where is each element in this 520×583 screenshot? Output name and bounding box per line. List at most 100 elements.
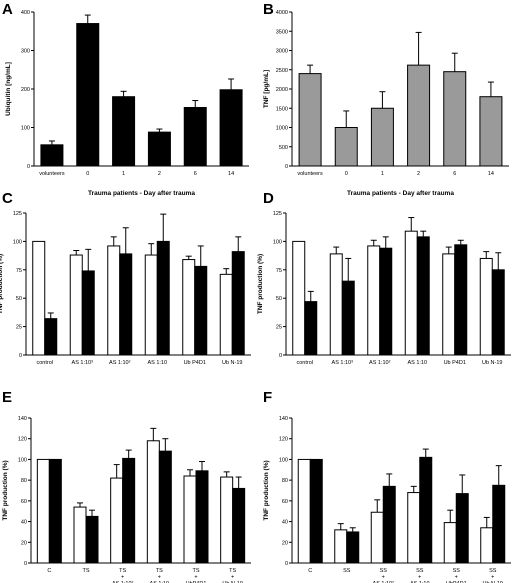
panel-e-ytick-label: 100	[18, 457, 27, 463]
panel-a-xtick-line: 2	[158, 171, 161, 177]
panel-e-bar	[85, 515, 99, 564]
panel-b-xtick-label: 0	[345, 171, 348, 177]
panel-b-xtick-label: volunteers	[297, 171, 323, 177]
panel-b-ytick-label: 1000	[276, 126, 288, 132]
panel-f-xtick-line: +	[418, 575, 421, 581]
panel-e-xtick-label: TS+Ub N-19	[222, 568, 242, 583]
panel-f-xtick-line: AS 1:10²	[373, 581, 395, 583]
panel-e-ytick-label: 60	[21, 499, 27, 505]
panel-f-bar	[382, 485, 396, 564]
panel-a-xtick-label: 0	[86, 171, 89, 177]
panel-c-xtick-label: Ub P4D1	[184, 360, 206, 366]
panel-d-bar	[379, 247, 393, 356]
panel-f-xtick-line: Ub N-19	[483, 581, 503, 583]
panel-c-xtick-label: AS 1:10	[147, 360, 167, 366]
panel-e-xtick-line: +	[158, 575, 161, 581]
panel-a-ytick-label: 300	[21, 49, 30, 55]
panel-a-y-label: Ubiquitin [ng/mL]	[5, 62, 12, 116]
panel-a-label: A	[2, 1, 13, 18]
panel-e-bar	[220, 476, 234, 564]
panel-f-bar	[297, 458, 311, 564]
panel-f-ytick-label: 40	[282, 520, 288, 526]
panel-d-xtick-label: AS 1:10³	[332, 360, 354, 366]
panel-c-ytick-label: 125	[13, 211, 22, 217]
panel-d-xtick-label: AS 1:10	[407, 360, 427, 366]
panel-b-ytick-label: 2500	[276, 68, 288, 74]
panel-c-bar	[182, 259, 196, 356]
panel-e-xtick-line: C	[47, 568, 51, 574]
panel-d-xtick-label: Ub P4D1	[444, 360, 466, 366]
panel-a-xtick-label: volunteers	[39, 171, 65, 177]
panel-d-ytick-label: 50	[276, 296, 282, 302]
panel-e-bar	[158, 450, 172, 564]
panel-a-x-label: Trauma patients - Day after trauma	[88, 190, 195, 197]
panel-e-bar	[73, 506, 87, 564]
panel-a-bar	[183, 106, 207, 167]
panel-b-xtick-line: 2	[417, 171, 420, 177]
panel-a-xtick-label: 6	[194, 171, 197, 177]
panel-d-ytick-label: 125	[273, 211, 282, 217]
panel-e-xtick-line: TS	[156, 568, 163, 574]
panel-c-bar	[156, 240, 170, 356]
panel-d-xtick-label: control	[296, 360, 313, 366]
panel-a-xtick-line: 6	[194, 171, 197, 177]
panel-d-bar	[454, 244, 468, 356]
panel-c-xtick-line: AS 1:10	[147, 360, 167, 366]
panel-c-ytick-label: 75	[16, 268, 22, 274]
panel-c-bar	[194, 265, 208, 356]
panel-c-ytick-label: 100	[13, 239, 22, 245]
panel-e-xtick-line: TS	[82, 568, 89, 574]
panel-f-ytick-label: 0	[285, 561, 288, 567]
panel-b-bar	[370, 107, 394, 167]
panel-c-bar	[32, 240, 46, 356]
panel-b-ytick-label: 0	[285, 164, 288, 170]
panel-e-ytick-label: 40	[21, 520, 27, 526]
panel-a-bar	[147, 131, 171, 167]
panel-f-ytick-label: 20	[282, 540, 288, 546]
panel-d-bar	[341, 280, 355, 356]
panel-d-label: D	[263, 190, 274, 207]
panel-c-ytick-label: 50	[16, 296, 22, 302]
panel-d-bar	[479, 257, 493, 356]
panel-e-bar	[48, 458, 62, 564]
panel-e-xtick-label: TS+AS 1:10²	[112, 568, 134, 583]
panel-e-ytick-label: 120	[18, 437, 27, 443]
panel-b-xtick-label: 1	[381, 171, 384, 177]
panel-e-bar	[146, 440, 160, 564]
panel-d-xtick-line: AS 1:10	[407, 360, 427, 366]
panel-c-xtick-line: Ub N-19	[222, 360, 242, 366]
panel-d-xtick-line: AS 1:10²	[369, 360, 391, 366]
panel-f-xtick-label: SS+Ub N-19	[483, 568, 503, 583]
panel-b-ytick-label: 500	[279, 145, 288, 151]
panel-f-xtick-line: AS 1:10	[410, 581, 430, 583]
panel-f-bar	[492, 484, 506, 564]
panel-e-xtick-label: C	[47, 568, 51, 574]
panel-a-xtick-line: 14	[228, 171, 234, 177]
panel-c-bar	[231, 251, 245, 356]
panel-b-bar	[443, 71, 467, 167]
panel-b-bar	[479, 96, 503, 167]
panel-e-xtick-line: AS 1:10	[150, 581, 170, 583]
panel-b-xtick-label: 6	[453, 171, 456, 177]
panel-f-ytick-label: 100	[279, 457, 288, 463]
panel-f-xtick-line: C	[308, 568, 312, 574]
panel-c-bar	[81, 270, 95, 356]
panel-b-bar	[334, 127, 358, 167]
panel-b-label: B	[263, 1, 274, 18]
panel-e-bar	[232, 487, 246, 564]
panel-d-ytick-label: 25	[276, 325, 282, 331]
panel-c-bar	[144, 254, 158, 356]
panel-f-xtick-line: SS	[453, 568, 461, 574]
panel-f-xtick-label: SS+AS 1:10²	[373, 568, 395, 583]
panel-e-bar	[195, 470, 209, 564]
panel-c-xtick-line: Ub P4D1	[184, 360, 206, 366]
panel-f-ytick-label: 60	[282, 499, 288, 505]
panel-d-xtick-label: AS 1:10²	[369, 360, 391, 366]
panel-e-ytick-label: 0	[24, 561, 27, 567]
panel-f-ytick-label: 140	[279, 416, 288, 422]
panel-e-bar	[110, 477, 124, 564]
panel-b-bar	[407, 64, 431, 167]
panel-f-bar	[443, 522, 457, 564]
